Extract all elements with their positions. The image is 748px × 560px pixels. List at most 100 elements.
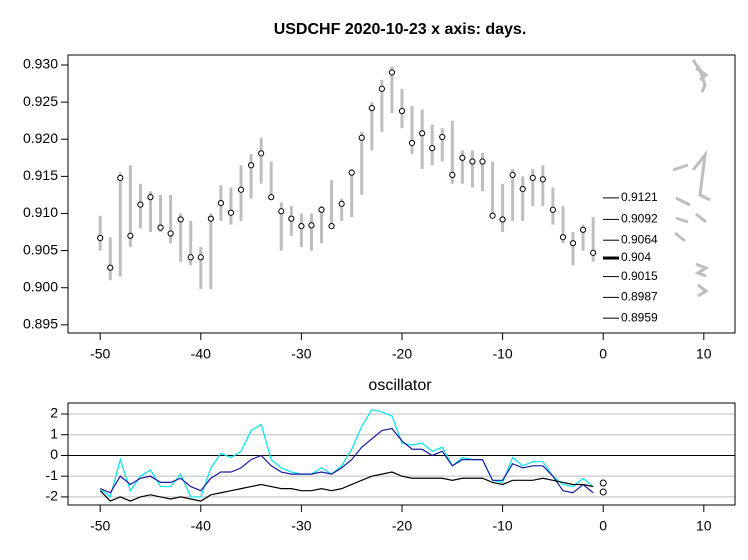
- oscillator-line: [99, 471, 594, 502]
- close-point: [167, 230, 174, 237]
- close-point: [177, 216, 184, 223]
- close-point: [579, 226, 587, 233]
- close-point: [117, 174, 124, 181]
- plot-frame: [67, 54, 736, 334]
- close-point: [398, 107, 406, 115]
- x-tick-label: -50: [90, 518, 110, 534]
- glyph: [697, 283, 709, 298]
- level-label: 0.9121: [621, 190, 658, 204]
- y-tick-label: 2: [50, 405, 58, 421]
- close-point: [378, 85, 385, 92]
- glyph: [675, 196, 691, 207]
- glyph: [675, 216, 689, 224]
- close-point: [569, 240, 577, 247]
- y-tick-label: 0.915: [23, 167, 58, 183]
- close-point: [439, 133, 446, 141]
- close-point: [459, 154, 466, 161]
- close-point: [247, 162, 255, 169]
- x-tick-label: -50: [90, 346, 110, 362]
- y-tick-label: 0.905: [23, 241, 58, 257]
- x-tick-label: 10: [696, 346, 712, 362]
- y-tick-label: 0.910: [23, 204, 58, 220]
- close-point: [549, 206, 557, 213]
- y-tick-label: -1: [46, 467, 59, 483]
- close-point: [348, 169, 355, 176]
- glyph: [691, 149, 711, 202]
- level-label: 0.9064: [621, 232, 658, 246]
- close-point: [308, 222, 315, 229]
- x-tick-label: -30: [291, 518, 311, 534]
- close-point: [519, 185, 526, 193]
- end-marker: [599, 479, 607, 487]
- plot-frame: [67, 402, 736, 506]
- close-point: [358, 134, 365, 141]
- x-tick-label: -10: [492, 518, 512, 534]
- close-point: [590, 249, 597, 256]
- glyphs: [672, 59, 711, 298]
- close-point: [408, 139, 416, 147]
- chart-title: USDCHF 2020-10-23 x axis: days.: [274, 21, 527, 38]
- close-point: [539, 176, 546, 183]
- x-tick-label: -40: [191, 518, 211, 534]
- close-point: [338, 200, 345, 207]
- y-tick-label: 1: [50, 425, 58, 441]
- close-point: [479, 158, 486, 165]
- close-point: [268, 194, 275, 201]
- glyph: [695, 66, 709, 82]
- x-tick-label: -40: [191, 346, 211, 362]
- level-label: 0.8959: [621, 310, 658, 324]
- y-tick-label: 0.900: [23, 278, 58, 294]
- y-tick-label: 0.925: [23, 93, 58, 109]
- x-tick-label: -10: [492, 346, 512, 362]
- close-point: [237, 186, 245, 193]
- close-point: [197, 254, 204, 261]
- y-tick-label: -2: [46, 488, 59, 504]
- close-point: [107, 264, 114, 271]
- glyph: [672, 163, 689, 172]
- y-tick-label: 0.930: [23, 56, 58, 72]
- y-tick-label: 0: [50, 446, 58, 462]
- end-marker: [599, 488, 607, 496]
- y-tick-label: 0.920: [23, 130, 58, 146]
- close-point: [187, 254, 194, 261]
- oscillator-line: [99, 409, 594, 498]
- close-point: [227, 209, 235, 216]
- close-point: [278, 208, 285, 215]
- x-tick-label: -30: [291, 346, 311, 362]
- close-point: [559, 234, 567, 241]
- close-point: [258, 150, 265, 157]
- close-point: [529, 174, 536, 181]
- close-point: [368, 104, 375, 112]
- close-point: [449, 171, 456, 178]
- close-point: [499, 216, 506, 223]
- y-tick-label: 0.895: [23, 316, 58, 332]
- glyph: [674, 231, 686, 243]
- close-point: [419, 130, 426, 137]
- x-tick-label: 0: [599, 518, 607, 534]
- close-point: [97, 234, 104, 242]
- close-point: [298, 223, 305, 230]
- x-tick-label: 0: [599, 346, 607, 362]
- panel-title: oscillator: [368, 377, 432, 394]
- close-point: [328, 223, 335, 230]
- close-point: [127, 232, 134, 239]
- close-point: [489, 212, 496, 219]
- level-label: 0.9092: [621, 212, 658, 226]
- close-point: [207, 215, 214, 222]
- x-tick-label: -20: [392, 518, 412, 534]
- oscillator-line: [99, 427, 594, 494]
- close-point: [318, 206, 325, 213]
- x-tick-label: 10: [696, 518, 712, 534]
- level-label: 0.904: [621, 250, 651, 264]
- glyph: [694, 262, 710, 278]
- close-point: [469, 158, 476, 165]
- glyph: [695, 212, 707, 224]
- level-label: 0.9015: [621, 269, 658, 283]
- close-point: [509, 171, 516, 178]
- close-point: [388, 69, 396, 76]
- close-point: [217, 199, 225, 207]
- level-label: 0.8987: [621, 290, 658, 304]
- close-point: [429, 145, 436, 152]
